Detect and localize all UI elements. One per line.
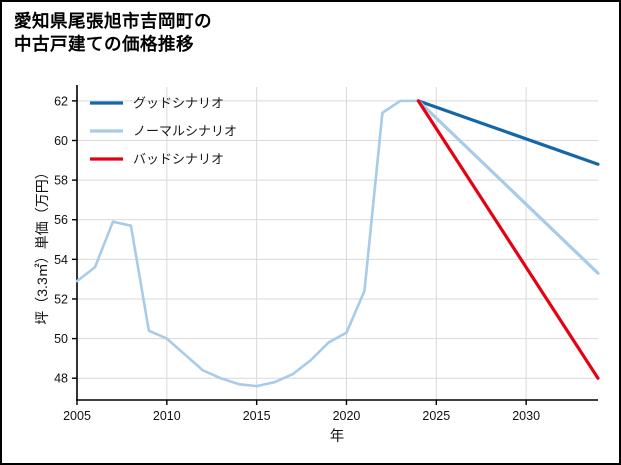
x-tick-label: 2015 — [243, 409, 271, 423]
chart-title-line2: 中古戸建ての価格推移 — [14, 34, 194, 54]
y-tick-label: 56 — [54, 213, 68, 227]
series-line-bad — [416, 99, 600, 380]
x-tick-label: 2020 — [333, 409, 361, 423]
x-tick-label: 2030 — [512, 409, 540, 423]
y-tick-label: 48 — [54, 372, 68, 386]
series-line-history — [75, 99, 420, 388]
y-tick-label: 60 — [54, 134, 68, 148]
series-line-good — [416, 99, 600, 166]
legend-label-normal: ノーマルシナリオ — [133, 124, 237, 139]
legend-label-bad: バッドシナリオ — [133, 152, 224, 167]
x-tick-label: 2010 — [153, 409, 181, 423]
y-tick-label: 52 — [54, 292, 68, 306]
x-axis-label: 年 — [329, 429, 345, 445]
chart-title: 愛知県尾張旭市吉岡町の 中古戸建ての価格推移 — [14, 10, 212, 56]
series-line-normal — [416, 99, 600, 275]
y-tick-label: 62 — [54, 94, 68, 108]
y-tick-label: 50 — [54, 332, 68, 346]
x-tick-label: 2025 — [422, 409, 450, 423]
y-axis-label: 坪（3.3㎡）単価（万円） — [34, 165, 50, 325]
chart-title-line1: 愛知県尾張旭市吉岡町の — [14, 11, 212, 31]
y-tick-label: 54 — [54, 253, 68, 267]
x-tick-label: 2005 — [63, 409, 91, 423]
y-tick-label: 58 — [54, 174, 68, 188]
legend-label-good: グッドシナリオ — [133, 96, 224, 111]
